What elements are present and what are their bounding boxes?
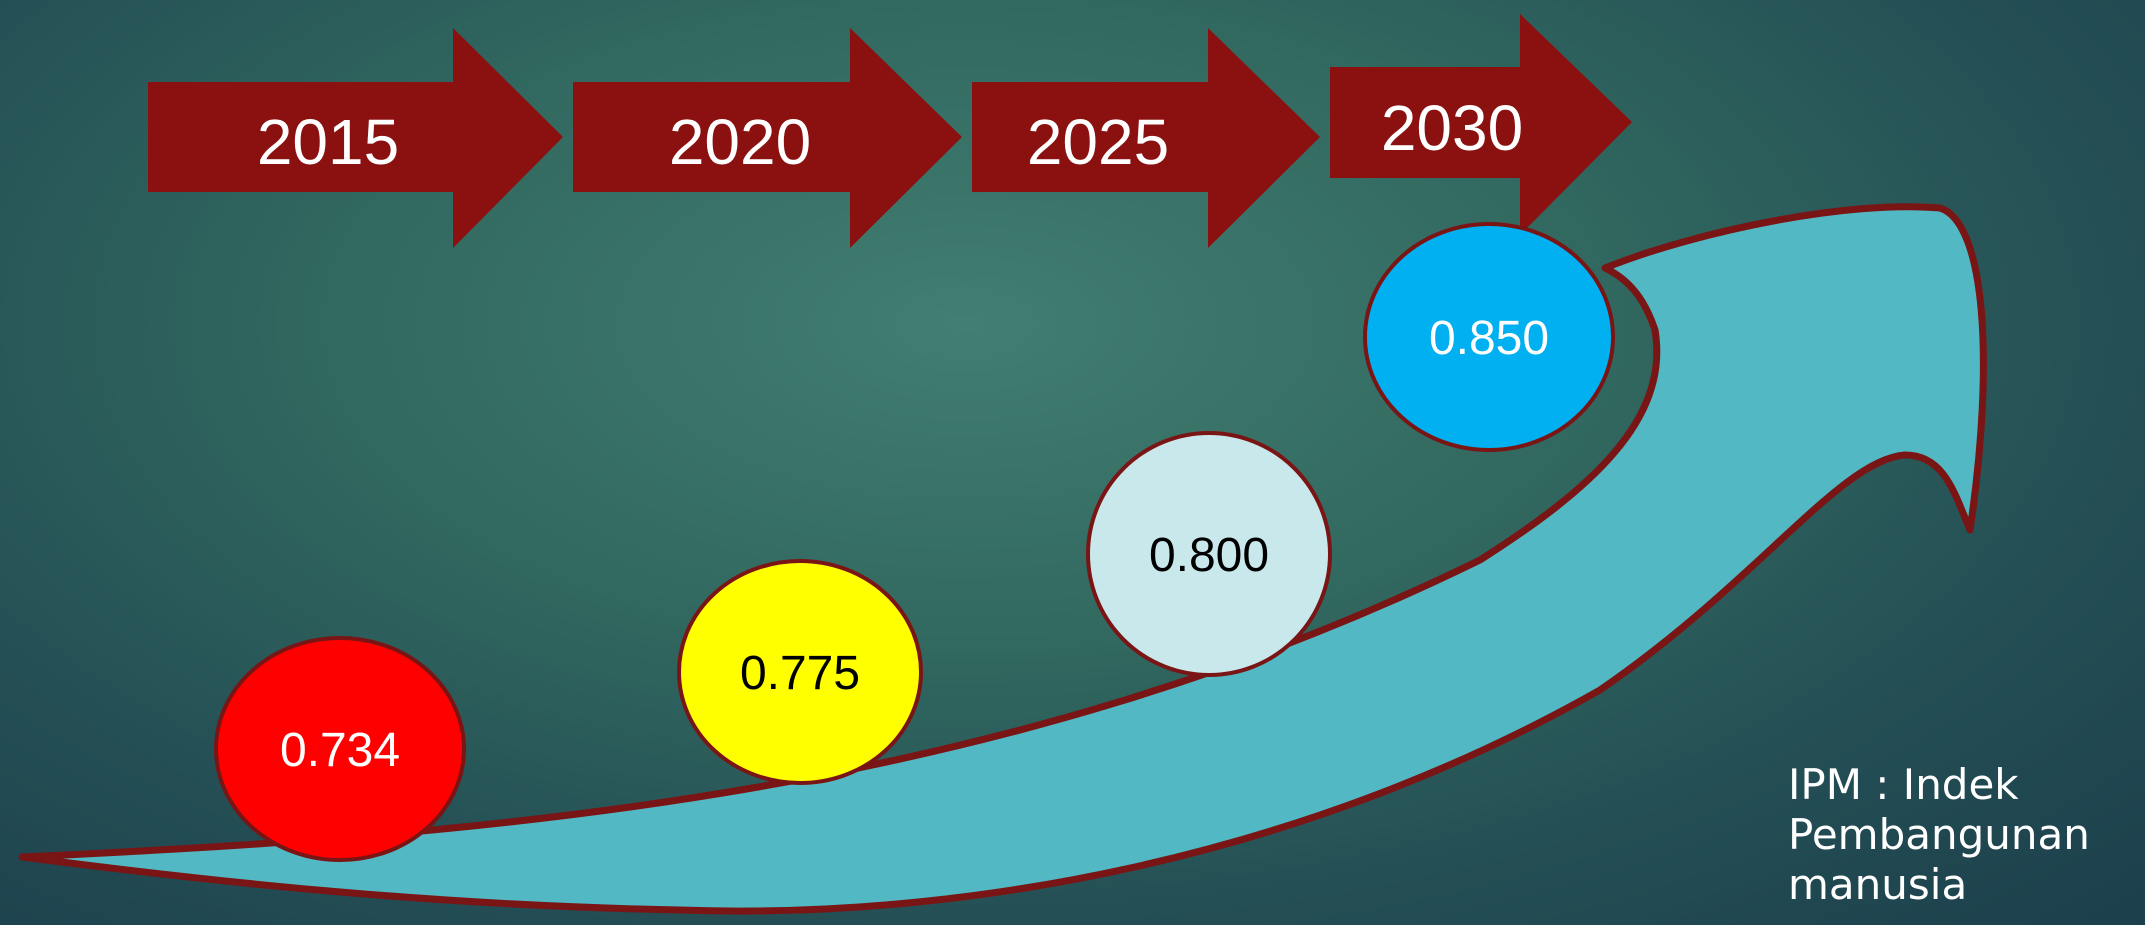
value-circle-2030: 0.850 (1363, 222, 1615, 452)
ipm-note-line-2: Pembangunan (1788, 810, 2090, 859)
value-label-2030: 0.850 (1429, 312, 1549, 365)
ipm-note-line-3: manusia (1788, 860, 1968, 909)
value-label-2020: 0.775 (740, 647, 860, 700)
value-circle-2020: 0.775 (677, 559, 923, 785)
ipm-note: IPM : Indek Pembangunan manusia (1788, 760, 2133, 910)
value-label-2015: 0.734 (280, 724, 400, 777)
year-arrow-2020: 2020 (573, 28, 962, 248)
year-arrow-2015: 2015 (148, 28, 563, 248)
year-label-2020: 2020 (669, 106, 811, 178)
year-label-2030: 2030 (1381, 92, 1523, 164)
value-circle-2025: 0.800 (1086, 431, 1332, 677)
year-arrow-2030: 2030 (1330, 14, 1632, 235)
year-label-2025: 2025 (1027, 106, 1169, 178)
value-label-2025: 0.800 (1149, 529, 1269, 582)
growth-arrow (18, 203, 1987, 915)
year-arrow-2025: 2025 (972, 28, 1320, 248)
value-circle-2015: 0.734 (214, 636, 466, 862)
ipm-note-line-1: IPM : Indek (1788, 760, 2019, 809)
year-label-2015: 2015 (257, 106, 399, 178)
